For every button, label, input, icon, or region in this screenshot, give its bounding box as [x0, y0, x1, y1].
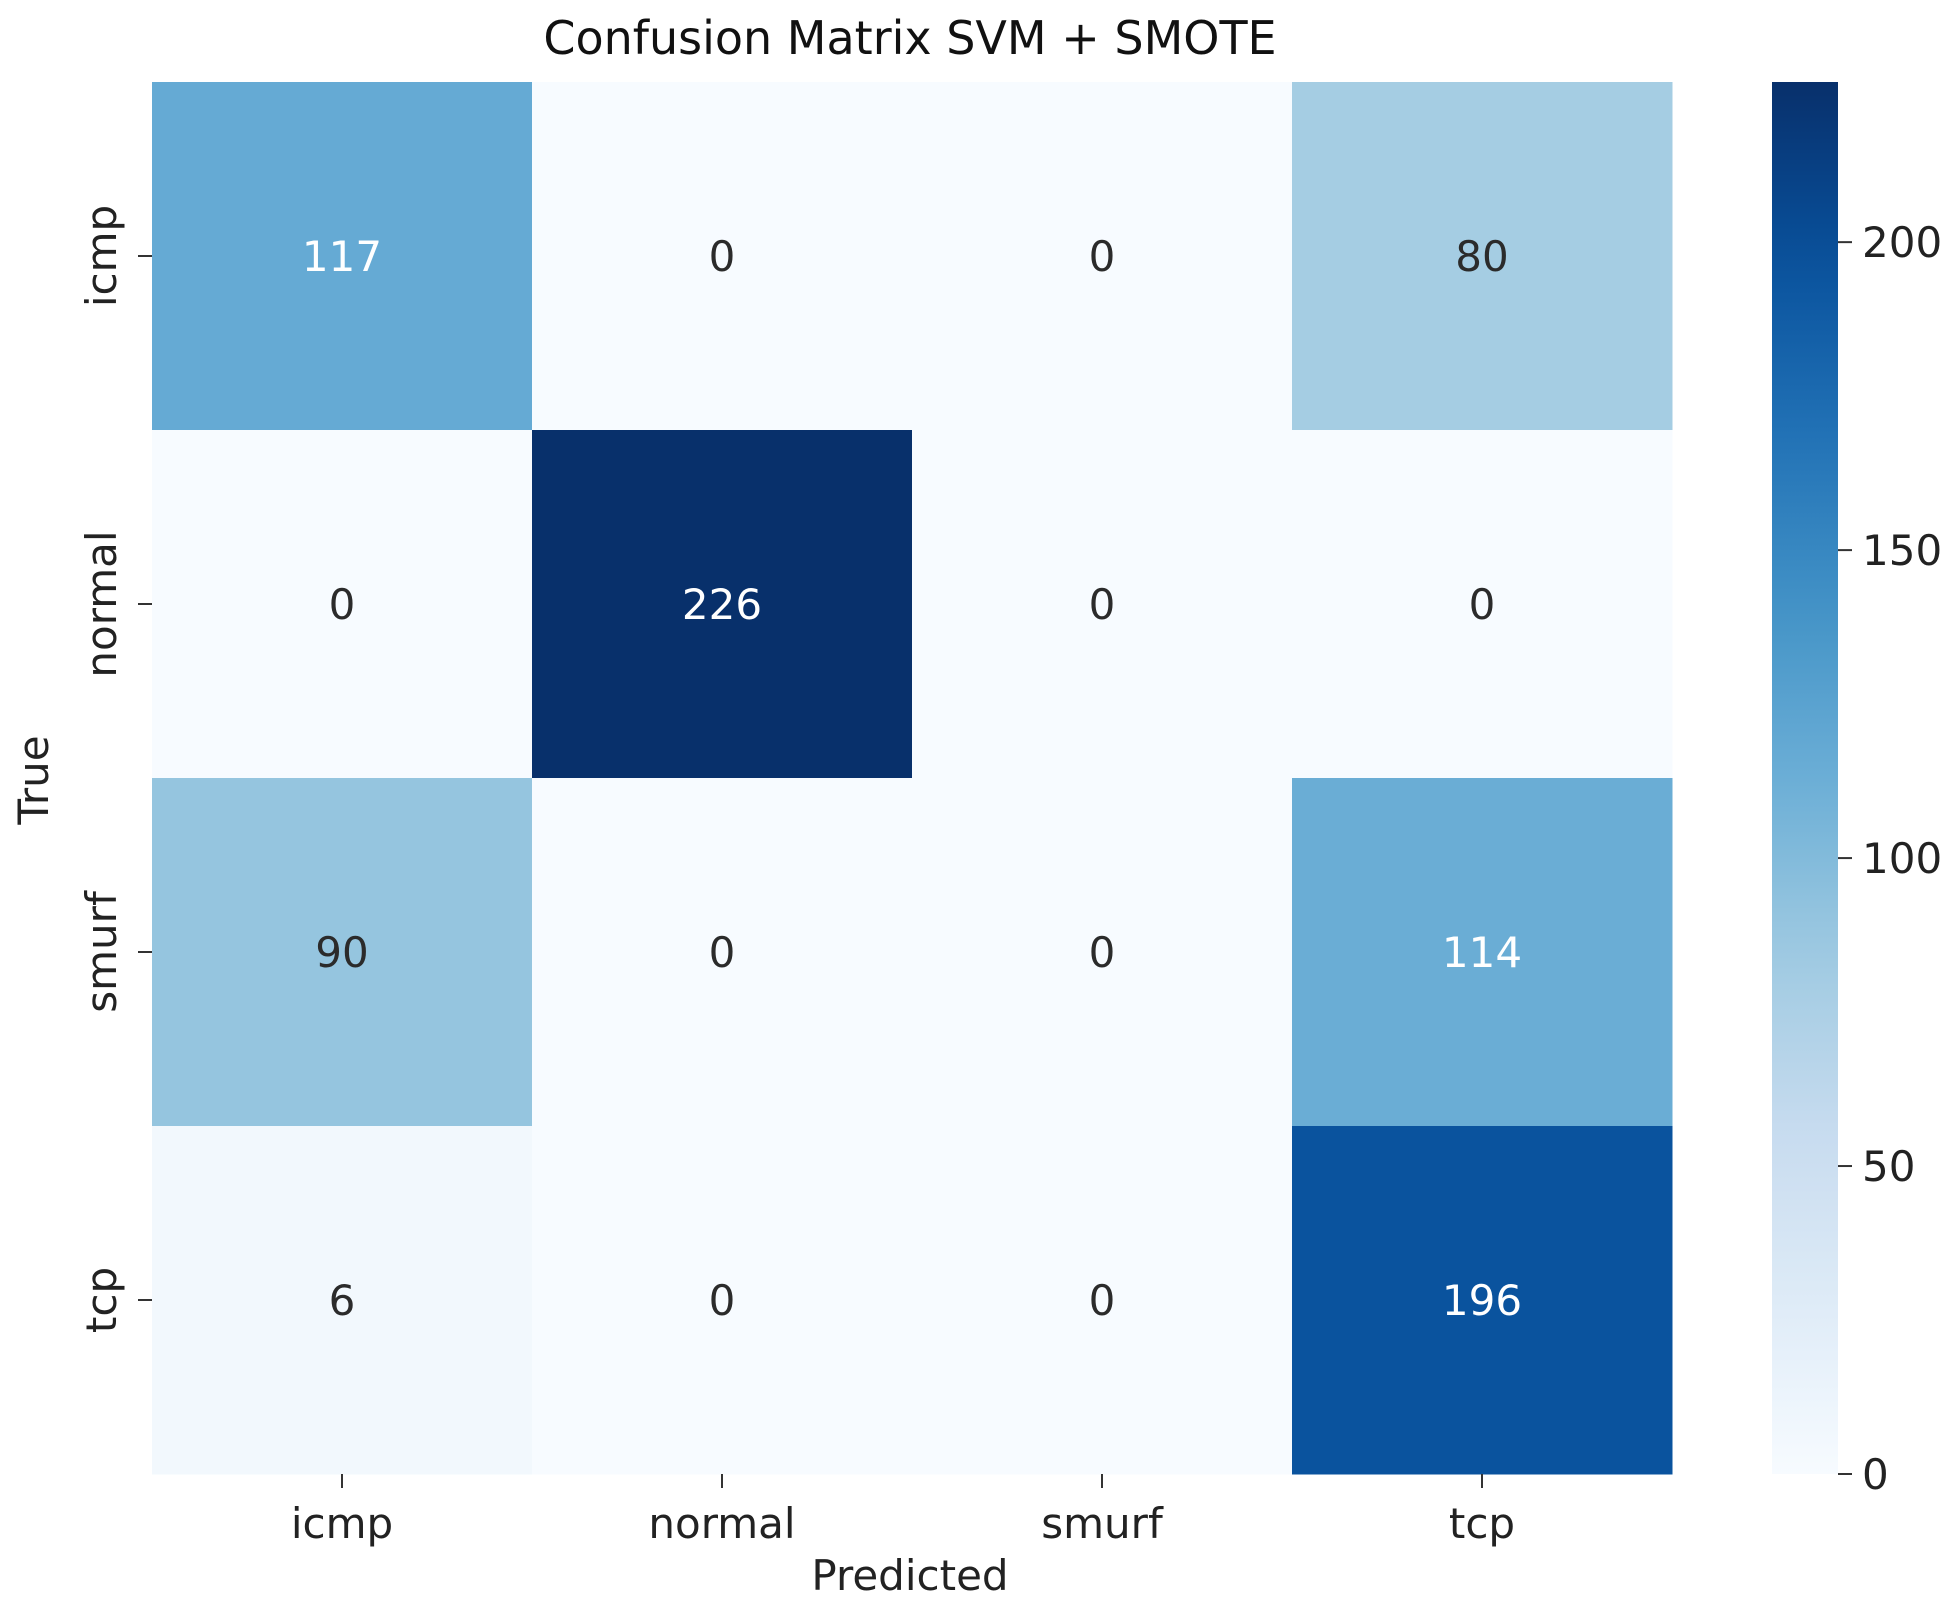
colorbar-tick-label: 150	[1862, 526, 1942, 575]
heatmap-cell-normal-normal	[532, 430, 913, 779]
y-tick-label-icmp: icmp	[77, 205, 126, 307]
cell-value-label: 0	[1089, 232, 1116, 281]
heatmap-cell-normal-tcp	[1292, 430, 1673, 779]
heatmap-cell-smurf-normal	[532, 778, 913, 1127]
heatmap-cell-tcp-tcp	[1292, 1126, 1673, 1475]
heatmap-cells: 117 0 0 80 0 226 0 0 90 0 0 114 6 0 0 196	[152, 82, 1673, 1475]
cell-value-label: 114	[1442, 928, 1522, 977]
cell-value-label: 6	[329, 1276, 356, 1325]
cell-value-label: 0	[1089, 928, 1116, 977]
heatmap-cell-icmp-smurf	[912, 82, 1293, 431]
heatmap-cell-smurf-tcp	[1292, 778, 1673, 1127]
heatmap-cell-normal-icmp	[152, 430, 533, 779]
colorbar-gradient	[1772, 82, 1838, 1474]
x-axis-label: Predicted	[811, 1551, 1008, 1600]
cell-value-label: 0	[329, 580, 356, 629]
y-tick-label-smurf: smurf	[77, 890, 126, 1013]
cell-value-label: 226	[682, 580, 762, 629]
cell-value-label: 0	[1469, 580, 1496, 629]
x-tick-label-normal: normal	[648, 1499, 795, 1548]
cell-value-label: 0	[709, 928, 736, 977]
colorbar: 0 50 100 150 200	[1772, 82, 1942, 1499]
y-tick-label-normal: normal	[77, 530, 126, 677]
cell-value-label: 0	[709, 1276, 736, 1325]
colorbar-tick-label: 50	[1862, 1142, 1915, 1191]
y-tick-label-tcp: tcp	[77, 1267, 126, 1333]
heatmap-cell-tcp-normal	[532, 1126, 913, 1475]
heatmap-cell-smurf-smurf	[912, 778, 1293, 1127]
x-tick-label-icmp: icmp	[291, 1499, 393, 1548]
x-tick-label-tcp: tcp	[1449, 1499, 1515, 1548]
heatmap-cell-icmp-tcp	[1292, 82, 1673, 431]
chart-title: Confusion Matrix SVM + SMOTE	[543, 11, 1276, 65]
cell-value-label: 0	[709, 232, 736, 281]
heatmap-cell-normal-smurf	[912, 430, 1293, 779]
heatmap-cell-smurf-icmp	[152, 778, 533, 1127]
heatmap-cell-icmp-icmp	[152, 82, 533, 431]
colorbar-tick-label: 0	[1862, 1450, 1889, 1499]
cell-value-label: 90	[315, 928, 368, 977]
cell-value-label: 0	[1089, 1276, 1116, 1325]
cell-value-label: 80	[1455, 232, 1508, 281]
colorbar-tick-label: 100	[1862, 834, 1942, 883]
x-tick-label-smurf: smurf	[1041, 1499, 1164, 1548]
y-axis-ticks: icmp normal smurf tcp	[77, 205, 152, 1333]
heatmap-cell-tcp-icmp	[152, 1126, 533, 1475]
colorbar-tick-label: 200	[1862, 218, 1942, 267]
cell-value-label: 196	[1442, 1276, 1522, 1325]
cell-value-label: 117	[302, 232, 382, 281]
heatmap-cell-icmp-normal	[532, 82, 913, 431]
cell-value-label: 0	[1089, 580, 1116, 629]
heatmap-cell-tcp-smurf	[912, 1126, 1293, 1475]
y-axis-label: True	[9, 735, 58, 825]
x-axis-ticks: icmp normal smurf tcp	[291, 1474, 1515, 1548]
